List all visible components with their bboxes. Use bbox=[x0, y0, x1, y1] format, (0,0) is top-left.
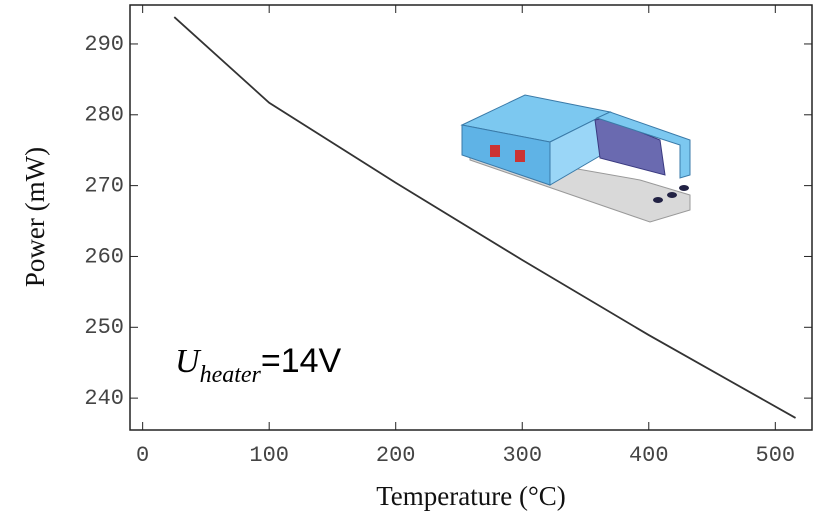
inset-pad bbox=[490, 145, 500, 157]
x-tick-label: 100 bbox=[249, 443, 289, 468]
line bbox=[173, 16, 796, 419]
device-inset bbox=[460, 94, 691, 223]
x-tick-label: 300 bbox=[502, 443, 542, 468]
y-tick-label: 290 bbox=[84, 32, 124, 57]
inset-contact bbox=[653, 197, 663, 203]
x-tick-label: 200 bbox=[376, 443, 416, 468]
annotation-subscript: heater bbox=[200, 362, 262, 388]
annotation: Uheater=14V bbox=[175, 342, 342, 388]
x-tick-label: 500 bbox=[756, 443, 796, 468]
inset-pad bbox=[515, 150, 525, 162]
x-axis-label: Temperature (°C) bbox=[376, 481, 566, 511]
inset-contact bbox=[667, 192, 677, 198]
y-tick-label: 270 bbox=[84, 173, 124, 198]
x-tick-label: 0 bbox=[136, 443, 149, 468]
x-tick-label: 400 bbox=[629, 443, 669, 468]
y-tick-label: 250 bbox=[84, 315, 124, 340]
plot-frame bbox=[129, 4, 813, 431]
inset-wall bbox=[595, 111, 691, 179]
y-tick-label: 260 bbox=[84, 244, 124, 269]
annotation-symbol: U bbox=[175, 343, 202, 380]
annotation-text: =14V bbox=[261, 342, 342, 380]
y-tick-label: 240 bbox=[84, 386, 124, 411]
y-axis-label: Power (mW) bbox=[20, 147, 50, 287]
y-tick-label: 280 bbox=[84, 103, 124, 128]
inset-contact bbox=[679, 185, 689, 191]
